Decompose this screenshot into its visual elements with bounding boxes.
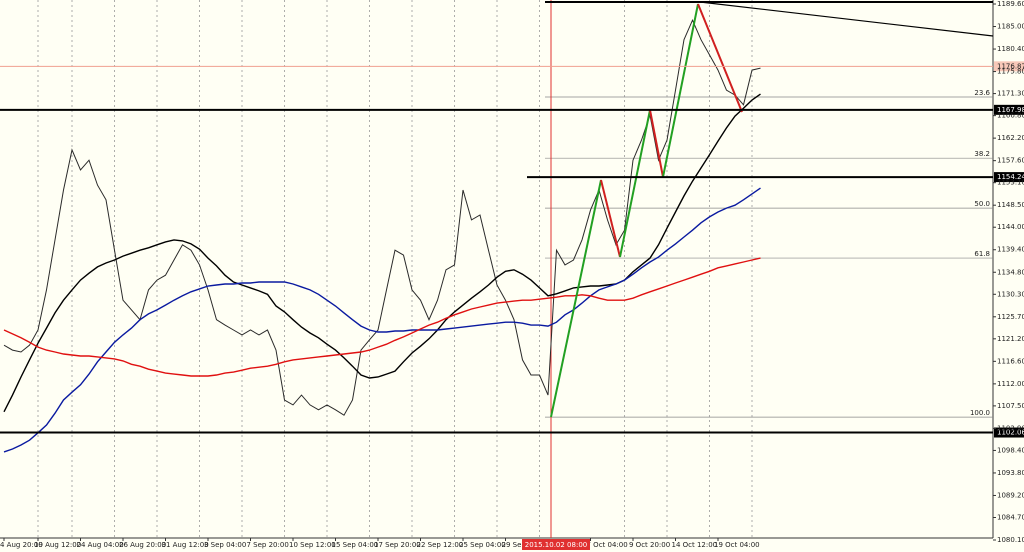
down-leg	[649, 109, 664, 178]
levels: 1167.98 1154.24 1102.06 1176.87	[0, 61, 1024, 438]
y-tick-label: 1144.00	[997, 223, 1024, 231]
x-tick-label: 19 Aug 12:00	[34, 541, 81, 549]
moving-average	[3, 187, 761, 453]
x-tick-label: 10 Sep 12:00	[289, 541, 336, 549]
y-tick-label: 1175.80	[997, 68, 1024, 76]
x-tick-label: 22 Sep 12:00	[417, 541, 464, 549]
up-leg	[619, 109, 651, 258]
fib-label: 38.2	[974, 150, 990, 158]
up-leg	[662, 3, 699, 178]
level-label: 1102.06	[997, 429, 1024, 437]
fib-label: 100.0	[970, 409, 990, 417]
y-tick-label: 1185.00	[997, 23, 1024, 31]
y-tick-label: 1134.80	[997, 268, 1024, 276]
x-tick-label: 26 Aug 20:00	[119, 541, 166, 549]
y-tick-label: 1107.50	[997, 402, 1024, 410]
y-tick-label: 1180.40	[997, 45, 1024, 53]
down-leg	[697, 3, 743, 113]
y-tick-label: 1116.60	[997, 357, 1024, 365]
y-tick-label: 1166.80	[997, 112, 1024, 120]
y-tick-label: 1139.40	[997, 246, 1024, 254]
fib-label: 50.0	[974, 200, 990, 208]
y-tick-label: 1098.40	[997, 446, 1024, 454]
x-tick-label: 19 Oct 04:00	[714, 541, 760, 549]
x-tick-label: 9 Oct 20:00	[629, 541, 670, 549]
x-tick-label: 7 Oct 04:00	[587, 541, 628, 549]
y-tick-label: 1093.80	[997, 469, 1024, 477]
up-leg	[550, 179, 602, 418]
x-tick-label: 4 Aug 20:00	[0, 541, 43, 549]
crosshair-label-box	[522, 539, 590, 550]
trendlines	[545, 1, 994, 418]
fibonacci: 23.6 38.2 50.0 61.8 100.0	[545, 89, 993, 418]
price-line	[3, 18, 761, 416]
moving-average	[3, 93, 761, 413]
y-tick-label: 1121.20	[997, 335, 1024, 343]
crosshair-label: 2015.10.02 08:00	[525, 541, 587, 549]
x-tick-label: 31 Aug 12:00	[162, 541, 209, 549]
x-tick-label: 25 Sep 04:00	[459, 541, 506, 549]
y-tick-label: 1102.90	[997, 424, 1024, 432]
x-tick-label: 3 Sep 04:00	[204, 541, 246, 549]
fib-label: 23.6	[974, 89, 990, 97]
y-tick-label: 1080.10	[997, 536, 1024, 544]
current-price-box	[994, 61, 1024, 72]
current-price-label: 1176.87	[997, 62, 1024, 70]
trend-line	[699, 1, 994, 37]
series	[3, 18, 761, 453]
x-tick-label: 15 Sep 04:00	[332, 541, 379, 549]
moving-average	[3, 257, 761, 377]
level-label-box	[994, 172, 1024, 183]
y-tick-label: 1130.30	[997, 290, 1024, 298]
level-label: 1167.98	[997, 106, 1024, 114]
y-tick-label: 1153.10	[997, 179, 1024, 187]
level-label-box	[994, 427, 1024, 438]
down-leg	[600, 179, 621, 258]
y-tick-label: 1112.00	[997, 380, 1024, 388]
y-tick-label: 1162.20	[997, 134, 1024, 142]
y-tick-label: 1089.20	[997, 491, 1024, 499]
x-tick-label: 24 Aug 04:00	[77, 541, 124, 549]
x-tick-label: 14 Oct 12:00	[672, 541, 718, 549]
x-tick-label: 7 Sep 20:00	[247, 541, 289, 549]
x-tick-label: 17 Sep 20:00	[374, 541, 421, 549]
y-tick-label: 1084.70	[997, 513, 1024, 521]
y-tick-label: 1125.70	[997, 313, 1024, 321]
y-tick-label: 1189.60	[997, 0, 1024, 8]
y-tick-label: 1157.60	[997, 157, 1024, 165]
level-label: 1154.24	[997, 173, 1024, 181]
y-tick-label: 1148.50	[997, 201, 1024, 209]
fib-label: 61.8	[974, 250, 990, 258]
level-label-box	[994, 104, 1024, 115]
x-tick-label: 29 Se	[502, 541, 522, 549]
y-tick-label: 1171.30	[997, 90, 1024, 98]
